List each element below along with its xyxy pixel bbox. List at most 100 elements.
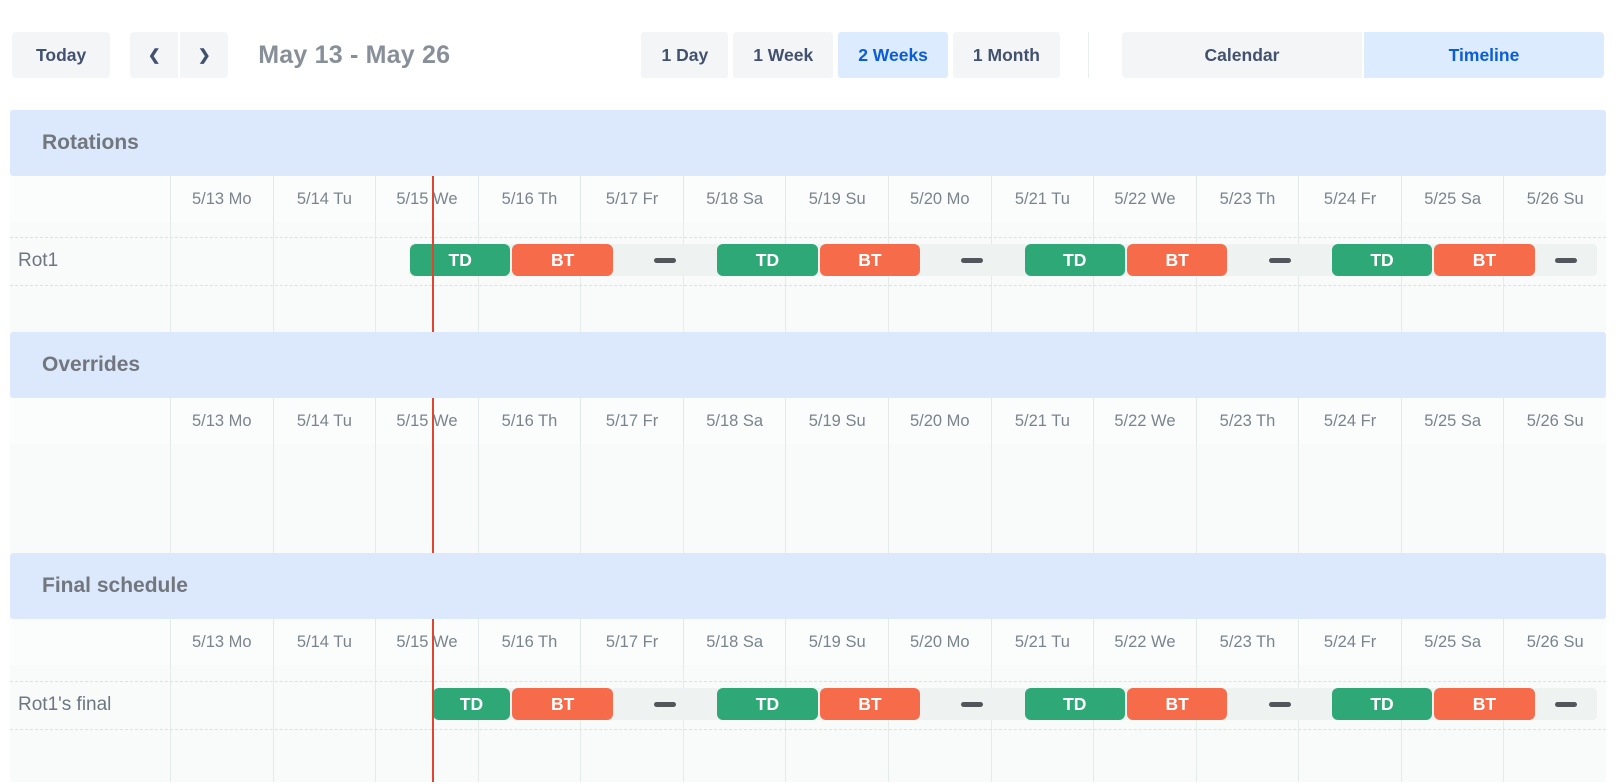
day-column bbox=[1298, 222, 1401, 332]
no-one-on-call-gap bbox=[1536, 244, 1597, 276]
shift-badge-bt[interactable]: BT bbox=[1434, 244, 1535, 276]
day-column bbox=[477, 222, 581, 332]
day-column bbox=[375, 665, 478, 782]
today-button[interactable]: Today bbox=[12, 32, 111, 78]
current-time-line bbox=[431, 619, 434, 782]
date-header-cell: 5/15 We bbox=[375, 619, 478, 665]
day-column bbox=[1400, 444, 1504, 553]
label-column bbox=[10, 444, 170, 553]
day-column bbox=[1195, 222, 1299, 332]
shift-badge-bt[interactable]: BT bbox=[1126, 688, 1228, 720]
date-header-cell: 5/13 Mo bbox=[170, 176, 273, 222]
day-column bbox=[887, 665, 991, 782]
gap-dash-icon bbox=[961, 701, 984, 707]
date-header-cell: 5/18 Sa bbox=[682, 619, 786, 665]
shift-badge-bt[interactable]: BT bbox=[1126, 244, 1228, 276]
date-header-cell: 5/22 We bbox=[1093, 176, 1196, 222]
no-one-on-call-gap bbox=[1228, 688, 1330, 720]
shift-badge-bt[interactable]: BT bbox=[1434, 688, 1535, 720]
section-title: Rotations bbox=[42, 131, 139, 154]
shift-badge-td[interactable]: TD bbox=[717, 244, 818, 276]
shift-badge-td[interactable]: TD bbox=[432, 688, 511, 720]
date-header-row: 5/13 Mo 5/14 Tu 5/15 We 5/16 Th 5/17 Fr 5/18 … bbox=[10, 619, 1606, 665]
date-header-cell: 5/22 We bbox=[1093, 398, 1196, 444]
next-period-button[interactable]: ❯ bbox=[180, 32, 229, 78]
prev-period-button[interactable]: ❮ bbox=[130, 32, 179, 78]
gap-dash-icon bbox=[1555, 701, 1578, 707]
no-one-on-call-gap bbox=[614, 244, 716, 276]
current-time-line bbox=[431, 398, 434, 553]
date-header-cell: 5/21 Tu bbox=[990, 619, 1094, 665]
view-option-1-day[interactable]: 1 Day bbox=[641, 32, 729, 78]
date-header-cell: 5/26 Su bbox=[1503, 398, 1606, 444]
mode-option-calendar[interactable]: Calendar bbox=[1122, 32, 1362, 78]
shift-badge-td[interactable]: TD bbox=[717, 688, 818, 720]
date-header-cell: 5/17 Fr bbox=[580, 619, 683, 665]
shift-badge-td[interactable]: TD bbox=[1024, 688, 1125, 720]
day-column bbox=[887, 444, 991, 553]
shift-badge-td[interactable]: TD bbox=[409, 244, 511, 276]
rotation-events: TD BT TD BT TD BT TD BT bbox=[170, 244, 1604, 276]
section-title: Final schedule bbox=[42, 574, 188, 597]
day-column bbox=[682, 222, 786, 332]
day-column bbox=[1503, 444, 1606, 553]
gap-dash-icon bbox=[1555, 257, 1578, 263]
date-range-title: May 13 - May 26 bbox=[258, 40, 451, 69]
shift-badge-bt[interactable]: BT bbox=[512, 688, 613, 720]
date-header-cell: 5/18 Sa bbox=[682, 176, 786, 222]
view-option-2-weeks[interactable]: 2 Weeks bbox=[838, 32, 948, 78]
day-column bbox=[1195, 665, 1299, 782]
mode-option-timeline[interactable]: Timeline bbox=[1364, 32, 1604, 78]
day-column bbox=[272, 665, 376, 782]
day-column bbox=[272, 222, 376, 332]
no-one-on-call-gap bbox=[921, 688, 1023, 720]
day-column bbox=[477, 665, 581, 782]
date-header-cell: 5/19 Su bbox=[785, 619, 888, 665]
section-overrides: Overrides 5/13 Mo 5/14 Tu 5/15 We 5/16 Th 5/… bbox=[10, 332, 1606, 553]
day-column bbox=[887, 222, 991, 332]
section-header-rotations: Rotations bbox=[10, 110, 1606, 176]
day-column bbox=[170, 222, 273, 332]
shift-badge-td[interactable]: TD bbox=[1331, 688, 1433, 720]
schedule-timeline: Rotations 5/13 Mo 5/14 Tu 5/15 We 5/16 Th 5/… bbox=[0, 110, 1616, 782]
date-header-cell: 5/23 Th bbox=[1195, 176, 1299, 222]
date-header-cell: 5/13 Mo bbox=[170, 619, 273, 665]
date-header-cell: 5/13 Mo bbox=[170, 398, 273, 444]
date-header-cell: 5/23 Th bbox=[1195, 398, 1299, 444]
date-header-row: 5/13 Mo 5/14 Tu 5/15 We 5/16 Th 5/17 Fr 5/18 … bbox=[10, 176, 1606, 222]
section-title: Overrides bbox=[42, 353, 141, 376]
no-one-on-call-gap bbox=[1536, 688, 1597, 720]
date-header-cell: 5/16 Th bbox=[477, 619, 581, 665]
shift-badge-bt[interactable]: BT bbox=[819, 688, 921, 720]
date-header-cell: 5/16 Th bbox=[477, 398, 581, 444]
day-column bbox=[785, 665, 888, 782]
day-column bbox=[170, 444, 273, 553]
day-column bbox=[1503, 665, 1606, 782]
section-rotations: Rotations 5/13 Mo 5/14 Tu 5/15 We 5/16 Th 5/… bbox=[10, 110, 1606, 332]
view-option-1-week[interactable]: 1 Week bbox=[733, 32, 834, 78]
gap-dash-icon bbox=[961, 257, 984, 263]
date-header-cell: 5/17 Fr bbox=[580, 176, 683, 222]
date-header-cell: 5/20 Mo bbox=[887, 619, 991, 665]
shift-badge-bt[interactable]: BT bbox=[512, 244, 613, 276]
day-column bbox=[375, 222, 478, 332]
shift-badge-td[interactable]: TD bbox=[1331, 244, 1433, 276]
date-header-cell: 5/20 Mo bbox=[887, 398, 991, 444]
gap-dash-icon bbox=[1268, 701, 1291, 707]
row-label-column-header bbox=[10, 398, 170, 444]
shift-badge-td[interactable]: TD bbox=[1024, 244, 1125, 276]
date-header-cell: 5/24 Fr bbox=[1298, 176, 1401, 222]
date-header-cell: 5/15 We bbox=[375, 176, 478, 222]
day-column bbox=[1400, 222, 1504, 332]
no-one-on-call-gap bbox=[1228, 244, 1330, 276]
shift-badge-bt[interactable]: BT bbox=[819, 244, 921, 276]
view-option-1-month[interactable]: 1 Month bbox=[952, 32, 1060, 78]
date-header-cell: 5/17 Fr bbox=[580, 398, 683, 444]
chevron-right-icon: ❯ bbox=[197, 47, 211, 64]
day-column bbox=[1503, 222, 1606, 332]
overrides-grid bbox=[10, 444, 1606, 553]
row-label-column-header bbox=[10, 619, 170, 665]
date-header-cell: 5/26 Su bbox=[1503, 619, 1606, 665]
final-schedule-grid: Rot1's final TD BT TD BT TD BT TD BT bbox=[10, 665, 1606, 782]
gap-dash-icon bbox=[1268, 257, 1291, 263]
